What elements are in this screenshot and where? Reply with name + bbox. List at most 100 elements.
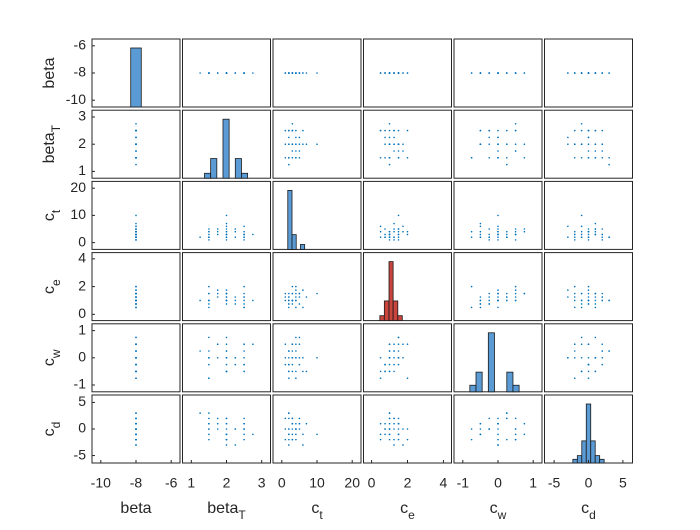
scatter-point <box>397 230 400 233</box>
scatter-point <box>225 417 228 420</box>
scatter-point <box>514 299 517 302</box>
scatter-point <box>587 129 590 132</box>
scatter-point <box>288 163 290 166</box>
scatter-point <box>479 143 482 145</box>
scatter-point <box>506 72 508 74</box>
scatter-point <box>288 306 290 309</box>
scatter-point <box>305 143 308 145</box>
scatter-point <box>295 370 297 373</box>
scatter-point <box>402 225 404 228</box>
scatter-point <box>514 123 517 125</box>
scatter-point <box>295 296 297 298</box>
scatter-point <box>497 225 499 228</box>
scatter-point <box>225 292 228 295</box>
scatter-point <box>397 422 400 425</box>
scatter-point <box>406 428 409 430</box>
scatter-point <box>288 433 290 436</box>
scatter-point <box>208 363 210 366</box>
y-tick-label: -8 <box>74 64 87 80</box>
scatter-point <box>601 228 604 230</box>
scatter-point <box>295 292 297 295</box>
y-tick-label: 1 <box>78 321 86 337</box>
y-tick-label: 5 <box>78 393 86 409</box>
scatter-point <box>216 417 219 420</box>
scatter-point <box>397 72 400 74</box>
scatter-point <box>243 233 245 236</box>
scatter-point <box>397 129 400 132</box>
scatter-point <box>479 296 482 298</box>
scatter-point <box>295 289 297 291</box>
scatter-point <box>608 163 610 166</box>
scatter-point <box>252 299 254 302</box>
scatter-point <box>288 299 290 302</box>
y-tick-label: -10 <box>66 91 86 107</box>
scatter-point <box>406 129 409 132</box>
scatter-point <box>587 289 590 291</box>
scatter-point <box>135 428 137 430</box>
scatter-point <box>506 143 508 145</box>
scatter-point <box>497 236 499 238</box>
x-tick-label: 5 <box>619 475 627 491</box>
y-tick-label: 0 <box>78 420 86 436</box>
scatter-point <box>135 343 137 346</box>
scatter-point <box>488 428 491 430</box>
scatter-point <box>594 230 597 233</box>
scatter-point <box>393 239 395 241</box>
scatter-point <box>514 438 517 441</box>
scatter-point <box>587 370 590 373</box>
scatter-point <box>594 222 597 225</box>
scatter-point <box>594 370 597 373</box>
scatter-point <box>135 292 137 295</box>
y-axis-label: cw <box>41 349 63 366</box>
scatter-point <box>234 72 237 74</box>
scatter-point <box>594 299 597 302</box>
scatter-point <box>514 433 517 436</box>
scatter-point <box>135 285 137 288</box>
scatter-point <box>497 289 499 291</box>
scatter-point <box>514 296 517 298</box>
scatter-point <box>397 214 400 217</box>
scatter-point <box>288 292 290 295</box>
scatter-point <box>298 136 301 139</box>
scatter-point <box>208 433 210 436</box>
scatter-point <box>225 296 228 298</box>
scatter-point <box>514 428 517 430</box>
label-subscript: t <box>49 209 63 213</box>
scatter-point <box>379 370 382 373</box>
scatter-point <box>479 433 482 436</box>
scatter-point <box>567 357 569 359</box>
scatter-point <box>402 343 404 346</box>
scatter-point <box>216 230 219 233</box>
scatter-point <box>402 72 404 74</box>
scatter-point <box>397 143 400 145</box>
scatter-point <box>288 357 290 359</box>
scatter-point <box>135 233 137 236</box>
scatter-point <box>514 150 517 152</box>
scatter-point <box>295 285 297 288</box>
scatter-point <box>135 230 137 233</box>
panel <box>182 252 271 322</box>
scatter-point <box>479 422 482 425</box>
scatter-point <box>234 444 237 446</box>
scatter-point <box>379 225 382 228</box>
scatter-point <box>601 299 604 302</box>
scatter-point <box>587 285 590 288</box>
scatter-point <box>514 129 517 132</box>
scatter-point <box>573 377 576 380</box>
scatter-point <box>135 422 137 425</box>
scatter-point <box>497 438 499 441</box>
scatter-point <box>243 357 245 359</box>
scatter-point <box>225 299 228 302</box>
scatter-point <box>601 129 604 132</box>
scatter-point <box>587 377 590 380</box>
scatter-point <box>402 150 404 152</box>
scatter-point <box>291 417 294 420</box>
scatter-point <box>208 236 210 238</box>
histogram-bar <box>585 403 592 464</box>
scatter-point <box>305 370 308 373</box>
scatter-point <box>580 299 583 302</box>
scatter-point <box>580 306 583 309</box>
scatter-point <box>506 163 508 166</box>
scatter-point <box>316 433 318 436</box>
